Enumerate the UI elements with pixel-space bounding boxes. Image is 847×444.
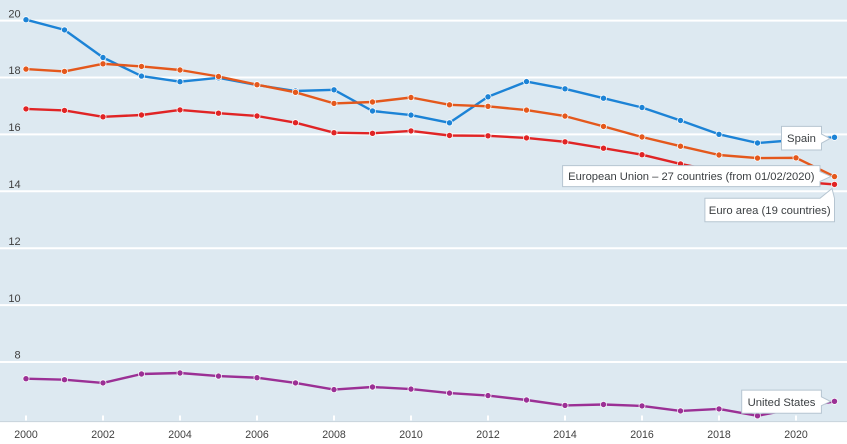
svg-text:Spain: Spain [787,133,816,145]
svg-text:10: 10 [8,293,20,305]
svg-text:Euro area (19 countries): Euro area (19 countries) [709,205,831,217]
svg-text:18: 18 [8,65,20,77]
svg-text:2004: 2004 [168,429,192,441]
svg-text:2014: 2014 [553,429,577,441]
svg-text:European Union – 27 countries: European Union – 27 countries (from 01/0… [568,171,815,183]
svg-text:2010: 2010 [399,429,423,441]
svg-text:14: 14 [8,179,20,191]
svg-text:20: 20 [8,8,20,20]
svg-text:2012: 2012 [476,429,500,441]
svg-text:2020: 2020 [784,429,808,441]
svg-text:2016: 2016 [630,429,654,441]
svg-text:2000: 2000 [14,429,38,441]
svg-text:2002: 2002 [91,429,115,441]
svg-text:8: 8 [14,350,20,362]
svg-text:2006: 2006 [245,429,269,441]
svg-text:12: 12 [8,236,20,248]
svg-text:2008: 2008 [322,429,346,441]
svg-text:2018: 2018 [707,429,731,441]
svg-text:16: 16 [8,122,20,134]
svg-text:United States: United States [748,397,816,409]
